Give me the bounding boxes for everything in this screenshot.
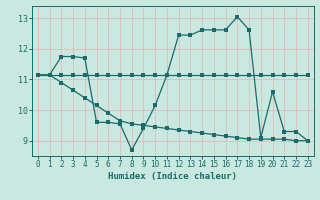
X-axis label: Humidex (Indice chaleur): Humidex (Indice chaleur) [108,172,237,181]
